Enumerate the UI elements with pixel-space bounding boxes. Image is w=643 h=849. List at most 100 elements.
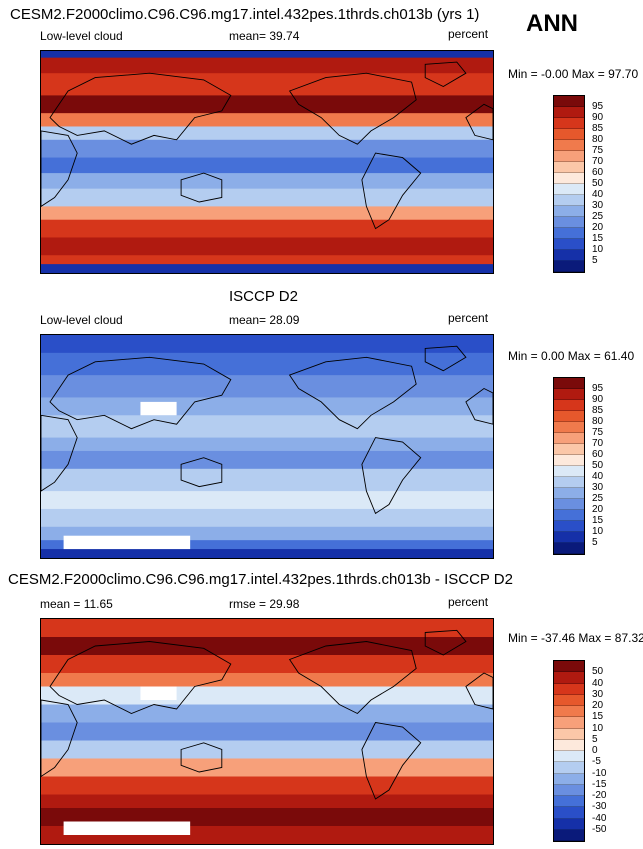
colorbar-swatch: [554, 140, 584, 151]
min-max-label: Min = -0.00 Max = 97.70: [508, 67, 638, 81]
field-band: [41, 375, 493, 398]
max-label: Max =: [571, 67, 605, 81]
units-label: percent: [448, 27, 489, 41]
max-value: 61.40: [604, 349, 635, 363]
colorbar-swatch: [554, 796, 584, 808]
colorbar-swatch: [554, 683, 584, 695]
field-band: [41, 415, 493, 439]
coastline: [361, 722, 422, 800]
colorbar-tick-label: 85: [592, 405, 604, 416]
colorbar-swatch: [554, 818, 584, 830]
map-canvas: [41, 51, 493, 273]
max-label: Max =: [578, 631, 612, 645]
missing-data-region: [63, 535, 191, 550]
colorbar-swatch: [554, 433, 584, 444]
colorbar-tick-label: 30: [592, 482, 604, 493]
colorbar-swatch: [554, 694, 584, 706]
colorbar-tick-label: 20: [592, 222, 604, 233]
panel-title: ISCCP D2: [229, 288, 298, 305]
colorbar-tick-label: 10: [592, 244, 604, 255]
colorbar-tick-label: 90: [592, 112, 604, 123]
field-band: [41, 352, 493, 376]
colorbar-tick-label: 40: [592, 471, 604, 482]
colorbar-tick-label: 60: [592, 449, 604, 460]
colorbar-tick-label: 10: [592, 722, 604, 734]
min-label: Min =: [508, 67, 538, 81]
coastline: [288, 641, 417, 715]
field-band: [41, 704, 493, 723]
field-band: [41, 549, 493, 558]
colorbar-swatch: [554, 455, 584, 466]
colorbar-diff: 50 40 30 20 15 10 5 0 -5 -10 -15 -20 -30 -40 -50: [553, 660, 606, 842]
min-value: -37.46: [541, 631, 576, 645]
min-value: -0.00: [541, 67, 569, 81]
colorbar-tick-label: 50: [592, 460, 604, 471]
colorbar-swatch: [554, 184, 584, 195]
field-band: [41, 794, 493, 809]
colorbar-tick-label: 75: [592, 427, 604, 438]
coastline: [49, 356, 232, 430]
field-band: [41, 173, 493, 190]
colorbar-swatch: [554, 400, 584, 411]
mean-label: mean = 11.65: [40, 597, 113, 611]
colorbar-tick-label: 25: [592, 211, 604, 222]
field-band: [41, 776, 493, 795]
colorbar-swatch: [554, 173, 584, 184]
min-label: Min =: [508, 349, 538, 363]
colorbar-tick-label: 40: [592, 677, 604, 689]
colorbar-tick-label: 90: [592, 394, 604, 405]
field-band: [41, 51, 493, 59]
colorbar-swatch: [554, 728, 584, 740]
colorbar-swatch: [554, 118, 584, 129]
variable-label: Low-level cloud: [40, 313, 123, 327]
mean-label: mean= 28.09: [229, 313, 299, 327]
field-band: [41, 206, 493, 221]
colorbar-swatch: [554, 717, 584, 729]
colorbar-swatch: [554, 773, 584, 785]
panel-title: CESM2.F2000climo.C96.C96.mg17.intel.432p…: [10, 6, 480, 23]
colorbar-tick-label: 5: [592, 537, 598, 548]
coastline: [288, 72, 417, 145]
colorbar-swatch: [554, 784, 584, 796]
units-label: percent: [448, 311, 489, 325]
colorbar-tick-label: 95: [592, 383, 604, 394]
colorbar-tick-label: -30: [592, 801, 607, 813]
colorbar-swatch: [554, 829, 584, 841]
colorbar-swatch: [554, 762, 584, 774]
colorbar-swatch: [554, 521, 584, 532]
colorbar-swatch: [554, 206, 584, 217]
colorbar-swatch: [554, 239, 584, 250]
colorbar-swatch: [554, 510, 584, 521]
colorbar-tick-label: 75: [592, 145, 604, 156]
colorbar-tick-label: 30: [592, 200, 604, 211]
colorbar-tick-label: 15: [592, 233, 604, 244]
colorbar-swatch: [554, 466, 584, 477]
colorbar-model: 95 90 85 80 75 70 60 50 40 30 25 20 15 10 5: [553, 95, 603, 273]
field-band: [41, 219, 493, 238]
field-band: [41, 237, 493, 256]
min-max-label: Min = 0.00 Max = 61.40: [508, 349, 634, 363]
colorbar-tick-label: 10: [592, 526, 604, 537]
colorbar-tick-label: 20: [592, 504, 604, 515]
mean-value: 11.65: [83, 597, 113, 611]
min-value: 0.00: [541, 349, 565, 363]
coastline: [424, 61, 467, 88]
colorbar-tick-label: -20: [592, 790, 607, 801]
field-band: [41, 468, 493, 492]
field-band: [41, 113, 493, 127]
panel-title: CESM2.F2000climo.C96.C96.mg17.intel.432p…: [8, 571, 513, 588]
coastline: [41, 414, 78, 492]
missing-data-region: [63, 821, 191, 835]
colorbar-tick-label: 85: [592, 123, 604, 134]
missing-data-region: [140, 401, 177, 416]
coastline: [361, 152, 422, 230]
colorbar-tick-label: -50: [592, 823, 607, 835]
max-value: 97.70: [608, 67, 639, 81]
field-band: [41, 73, 493, 96]
colorbar-tick-label: -15: [592, 778, 607, 790]
colorbar-swatch: [554, 751, 584, 763]
coastline: [465, 103, 493, 141]
colorbar-tick-label: -40: [592, 812, 607, 824]
colorbar-swatch: [554, 250, 584, 261]
coastline: [424, 629, 467, 656]
